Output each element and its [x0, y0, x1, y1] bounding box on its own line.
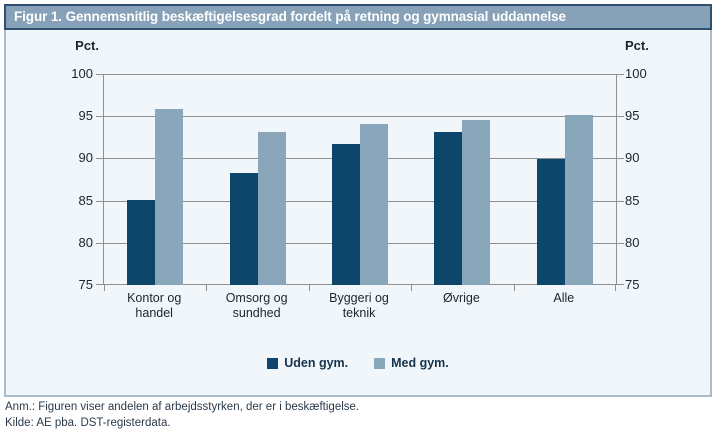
bar-group — [206, 74, 308, 285]
x-tick — [104, 285, 105, 291]
x-tick — [411, 285, 413, 291]
gridline — [96, 74, 624, 75]
bar-group — [104, 74, 206, 285]
bar-uden-gym- — [127, 199, 156, 285]
y-tick-label: 100 — [71, 66, 93, 81]
category-label: Alle — [553, 291, 575, 305]
category-label: Byggeri og teknik — [329, 291, 389, 320]
footnote-anm: Anm.: Figuren viser andelen af arbejdsst… — [5, 401, 360, 413]
y-tick-label: 80 — [625, 234, 640, 250]
bar-uden-gym- — [229, 172, 258, 285]
y-tick-label: 100 — [625, 66, 647, 81]
legend-item: Uden gym. — [267, 356, 348, 370]
y-tick-label: 85 — [78, 192, 93, 208]
y-tick-label: 80 — [78, 234, 93, 250]
category-label: Øvrige — [443, 291, 480, 305]
x-tick — [206, 285, 208, 291]
bar-uden-gym- — [536, 159, 565, 285]
bar-med-gym- — [564, 114, 593, 285]
figure-box: Figur 1. Gennemsnitlig beskæftigelsesgra… — [4, 4, 712, 397]
plot-area — [96, 74, 624, 291]
figure-title: Figur 1. Gennemsnitlig beskæftigelsesgra… — [4, 4, 712, 30]
y-tick-label: 90 — [78, 150, 93, 166]
y-tick-label: 95 — [625, 108, 640, 124]
legend-item: Med gym. — [374, 356, 449, 370]
footnotes: Anm.: Figuren viser andelen af arbejdsst… — [5, 400, 359, 431]
legend-swatch — [374, 357, 386, 369]
bar-uden-gym- — [434, 132, 463, 285]
footnote-kilde: Kilde: AE pba. DST-registerdata. — [5, 416, 171, 429]
legend-swatch — [267, 357, 279, 369]
y-tick-label: 90 — [625, 150, 640, 166]
bar-med-gym- — [359, 123, 388, 285]
legend-label: Med gym. — [391, 356, 449, 370]
legend: Uden gym. Med gym. — [6, 356, 710, 370]
x-tick — [513, 285, 515, 291]
gridline — [96, 116, 624, 118]
bar-med-gym- — [155, 108, 184, 285]
y-axis-title-right: Pct. — [625, 38, 649, 53]
category-label: Kontor og handel — [127, 291, 182, 320]
bar-group — [309, 74, 411, 285]
figure-body: Pct. Pct. 75 80 85 90 95 100 75 80 85 90 95 100 Ko… — [4, 30, 712, 397]
category-axis: Kontor og handel Omsorg og sundhed Byggeri… — [103, 291, 615, 321]
ytick-labels-right: 75 80 85 90 95 100 — [625, 66, 665, 292]
bar-group — [411, 74, 513, 285]
y-tick-label: 75 — [625, 277, 640, 292]
x-tick — [615, 285, 616, 291]
y-axis-title-left: Pct. — [75, 38, 99, 53]
bar-group — [514, 74, 616, 285]
bar-uden-gym- — [331, 144, 360, 285]
y-tick-label: 75 — [78, 277, 93, 292]
x-tick — [308, 285, 310, 291]
legend-label: Uden gym. — [284, 356, 349, 370]
bar-med-gym- — [257, 132, 286, 285]
category-label: Omsorg og sundhed — [225, 291, 288, 320]
y-tick-label: 85 — [625, 192, 640, 208]
ytick-labels-left: 75 80 85 90 95 100 — [53, 66, 93, 292]
y-tick-label: 95 — [78, 108, 93, 124]
bar-med-gym- — [462, 119, 491, 285]
